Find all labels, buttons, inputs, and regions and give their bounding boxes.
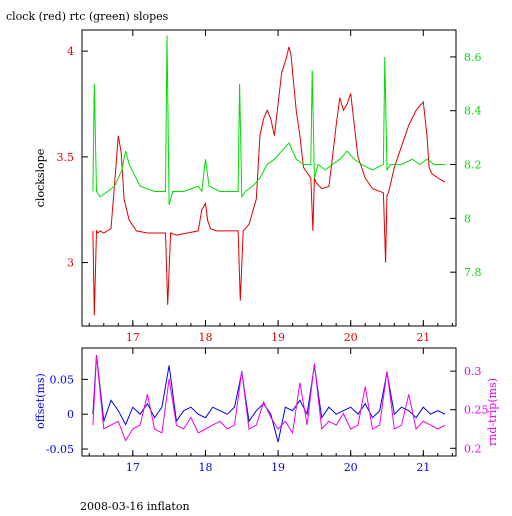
x-tick-label: 19 (271, 461, 285, 474)
y-tick-label: 3.5 (57, 151, 75, 164)
x-tick-label: 17 (126, 461, 140, 474)
x-tick-label: 19 (271, 331, 285, 344)
y2-tick-label: 7.8 (464, 266, 482, 279)
series-line-offset (92, 354, 446, 443)
series-line-clock (92, 46, 446, 316)
x-tick-label: 20 (344, 331, 358, 344)
y2-tick-label: 0.25 (464, 404, 489, 417)
x-tick-label: 21 (416, 461, 430, 474)
y2-tick-label: 0.2 (464, 442, 482, 455)
x-tick-label: 21 (416, 331, 430, 344)
top-plot-area: 17 18 19 20 21 3 3.5 4 7.8 8 8.2 8.4 8.6 (57, 30, 482, 344)
y2-tick-label: 8.6 (464, 51, 482, 64)
bottom-ylabel: offset(ms) (34, 373, 47, 429)
y2-tick-label: 8.4 (464, 105, 482, 118)
y2-tick-label: 0.3 (464, 365, 482, 378)
x-tick-label: 20 (344, 461, 358, 474)
y-tick-label: -0.05 (46, 443, 74, 456)
y-tick-label: 4 (67, 45, 74, 58)
y2-tick-label: 8.2 (464, 159, 482, 172)
x-tick-label: 18 (198, 331, 212, 344)
bottom-plot-area: 17 18 19 20 21 -0.05 0 0.05 0.2 0.25 0.3 (46, 348, 489, 474)
y-tick-label: 0.05 (50, 373, 75, 386)
top-plot-frame (81, 29, 457, 327)
bottom-y2label: rnd-trip(ms) (486, 378, 499, 446)
x-tick-label: 18 (198, 461, 212, 474)
series-line-rnd-trip (92, 355, 446, 442)
y-tick-label: 0 (67, 408, 74, 421)
series-line-rtc (92, 35, 446, 206)
footer-caption: 2008-03-16 inflaton (80, 500, 190, 512)
y-tick-label: 3 (67, 257, 74, 270)
chart-title: clock (red) rtc (green) slopes (6, 10, 169, 23)
y2-tick-label: 8 (464, 212, 471, 225)
bottom-plot-frame (81, 347, 457, 457)
x-tick-label: 17 (126, 331, 140, 344)
top-ylabel: clockslope (34, 149, 47, 207)
